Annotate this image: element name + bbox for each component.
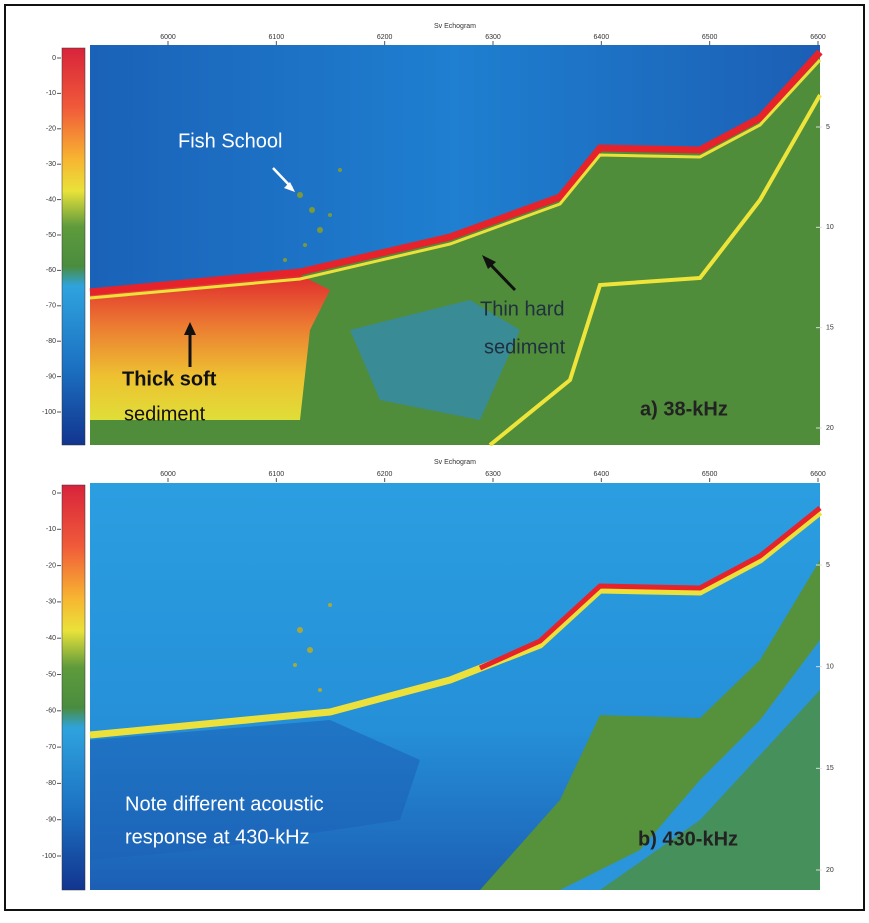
x-tick-label: 6400 xyxy=(594,34,610,41)
note-label: response at 430-kHz xyxy=(125,826,310,848)
colorbar-tick-label: -60 xyxy=(46,267,56,274)
thick-label: sediment xyxy=(124,403,206,425)
fish-label: Fish School xyxy=(178,130,283,152)
depth-tick-label: 20 xyxy=(826,425,834,432)
note-label: Note different acoustic xyxy=(125,793,324,815)
colorbar-tick-label: -90 xyxy=(46,817,56,824)
colorbar-tick-label: -80 xyxy=(46,780,56,787)
panel-label: b) 430-kHz xyxy=(638,828,738,850)
depth-tick-label: 15 xyxy=(826,765,834,772)
depth-tick-label: 10 xyxy=(826,224,834,231)
depth-tick-label: 5 xyxy=(826,562,830,569)
depth-tick-label: 10 xyxy=(826,664,834,671)
thin-label: sediment xyxy=(484,336,566,358)
panel-a xyxy=(61,45,823,447)
colorbar-tick-label: -10 xyxy=(46,526,56,533)
colorbar-tick-label: -100 xyxy=(42,853,56,860)
colorbar-tick-label: -30 xyxy=(46,161,56,168)
colorbar-tick-label: -80 xyxy=(46,338,56,345)
x-tick-label: 6000 xyxy=(160,471,176,478)
x-tick-label: 6100 xyxy=(269,471,285,478)
colorbar-tick-label: -60 xyxy=(46,708,56,715)
depth-tick-label: 5 xyxy=(826,124,830,131)
x-tick-label: 6300 xyxy=(485,34,501,41)
x-tick-label: 6200 xyxy=(377,34,393,41)
colorbar-tick-label: -50 xyxy=(46,671,56,678)
depth-tick-label: 20 xyxy=(826,867,834,874)
colorbar-tick-label: -50 xyxy=(46,232,56,239)
colorbar-tick-label: -40 xyxy=(46,196,56,203)
colorbar-tick-label: 0 xyxy=(52,55,56,62)
panel-title: Sv Echogram xyxy=(434,459,476,466)
panel-title: Sv Echogram xyxy=(434,23,476,30)
colorbar-tick-label: -70 xyxy=(46,303,56,310)
colorbar-tick-label: -20 xyxy=(46,562,56,569)
panel-b xyxy=(61,483,823,891)
x-tick-label: 6500 xyxy=(702,34,718,41)
x-tick-label: 6200 xyxy=(377,471,393,478)
x-tick-label: 6000 xyxy=(160,34,176,41)
panel-label: a) 38-kHz xyxy=(640,398,728,420)
thin-label: Thin hard xyxy=(480,298,565,320)
annotations: Fish School Thin hard sediment Thick sof… xyxy=(122,130,738,850)
colorbar-tick-label: -10 xyxy=(46,90,56,97)
colorbar-tick-label: -30 xyxy=(46,599,56,606)
colorbar-tick-label: -40 xyxy=(46,635,56,642)
thick-label: Thick soft xyxy=(122,368,217,390)
colorbar-tick-label: 0 xyxy=(52,490,56,497)
colorbar-tick-label: -90 xyxy=(46,373,56,380)
x-tick-label: 6600 xyxy=(810,34,826,41)
colorbar-tick-label: -100 xyxy=(42,409,56,416)
x-tick-label: 6600 xyxy=(810,471,826,478)
x-tick-label: 6500 xyxy=(702,471,718,478)
x-tick-label: 6400 xyxy=(594,471,610,478)
colorbar-tick-label: -70 xyxy=(46,744,56,751)
x-tick-label: 6300 xyxy=(485,471,501,478)
depth-tick-label: 15 xyxy=(826,325,834,332)
colorbar-tick-label: -20 xyxy=(46,126,56,133)
x-tick-label: 6100 xyxy=(269,34,285,41)
